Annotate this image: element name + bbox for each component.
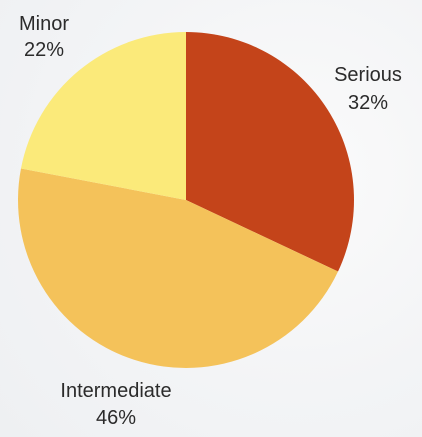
pie-slice-intermediate — [18, 168, 339, 368]
pie-slices — [18, 32, 354, 368]
slice-label-intermediate-percent: 46% — [96, 407, 136, 429]
slice-label-minor-percent: 22% — [24, 39, 64, 61]
slice-label-intermediate-name: Intermediate — [60, 380, 171, 402]
slice-label-serious-name: Serious — [334, 64, 402, 86]
slice-label-minor-name: Minor — [19, 13, 69, 35]
slice-label-minor: Minor 22% — [19, 13, 69, 61]
slice-label-serious: Serious 32% — [334, 64, 402, 114]
pie-slice-minor — [20, 32, 187, 200]
pie-slice-serious — [186, 32, 354, 272]
slice-label-intermediate: Intermediate 46% — [60, 380, 171, 429]
slice-label-serious-percent: 32% — [348, 92, 388, 114]
